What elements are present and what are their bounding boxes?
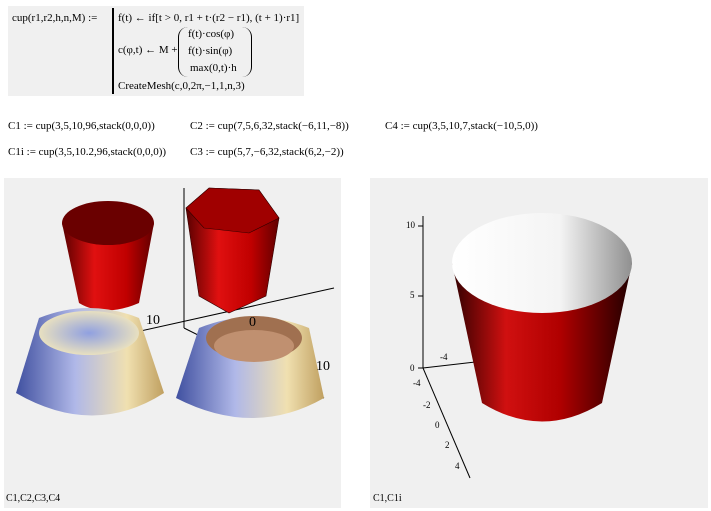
y-tick-4: 4 xyxy=(455,461,460,471)
cup-c1i-inner xyxy=(452,213,632,313)
z-tick-0: 0 xyxy=(410,363,415,373)
program-line-2: c(φ,t) ← M + xyxy=(118,44,178,56)
3d-plot-right[interactable]: 10 5 0 -4 -4 -2 0 2 4 C1,C1i xyxy=(370,178,708,508)
vector-y: f(t)·sin(φ) xyxy=(188,45,233,57)
vector-x: f(t)·cos(φ) xyxy=(188,28,235,40)
plot-left-canvas: 10 0 10 xyxy=(16,187,335,418)
program-line-1: f(t) ← if[t > 0, r1 + t·(r2 − r1), (t + … xyxy=(118,12,300,24)
z-tick-5: 5 xyxy=(410,290,415,300)
axis-label-0-a: 0 xyxy=(249,315,256,330)
plot-left-label: C1,C2,C3,C4 xyxy=(6,493,61,504)
vector-bracket xyxy=(178,27,252,77)
assign-c2[interactable]: C2 := cup(7,5,6,32,stack(−6,11,−8)) xyxy=(190,120,349,132)
y-tick-0: 0 xyxy=(435,420,440,430)
x-tick-neg4: -4 xyxy=(440,352,448,362)
assign-c1[interactable]: C1 := cup(3,5,10,96,stack(0,0,0)) xyxy=(8,120,155,132)
z-tick-10: 10 xyxy=(406,220,416,230)
axis-label-10-a: 10 xyxy=(146,313,160,328)
program-bar xyxy=(112,8,114,94)
assign-c3[interactable]: C3 := cup(5,7,−6,32,stack(6,2,−2)) xyxy=(190,146,344,158)
plot-right-label: C1,C1i xyxy=(373,493,402,504)
y-tick-neg4: -4 xyxy=(413,378,421,388)
definition-lhs: cup(r1,r2,h,n,M) := xyxy=(12,12,98,24)
y-tick-2: 2 xyxy=(445,440,450,450)
function-definition-region[interactable]: cup(r1,r2,h,n,M) := f(t) ← if[t > 0, r1 … xyxy=(8,6,304,96)
vector-z: max(0,t)·h xyxy=(190,62,237,74)
plot-right-canvas: 10 5 0 -4 -4 -2 0 2 4 xyxy=(406,213,632,479)
program-line-3: CreateMesh(c,0,2π,−1,1,n,3) xyxy=(118,80,245,92)
3d-plot-left[interactable]: 10 0 10 C1,C2,C3,C4 xyxy=(4,178,341,508)
y-tick-neg2: -2 xyxy=(423,400,431,410)
assign-c4[interactable]: C4 := cup(3,5,10,7,stack(−10,5,0)) xyxy=(385,120,538,132)
assign-c1i[interactable]: C1i := cup(3,5,10.2,96,stack(0,0,0)) xyxy=(8,146,167,158)
axis-label-10-b: 10 xyxy=(316,359,330,374)
